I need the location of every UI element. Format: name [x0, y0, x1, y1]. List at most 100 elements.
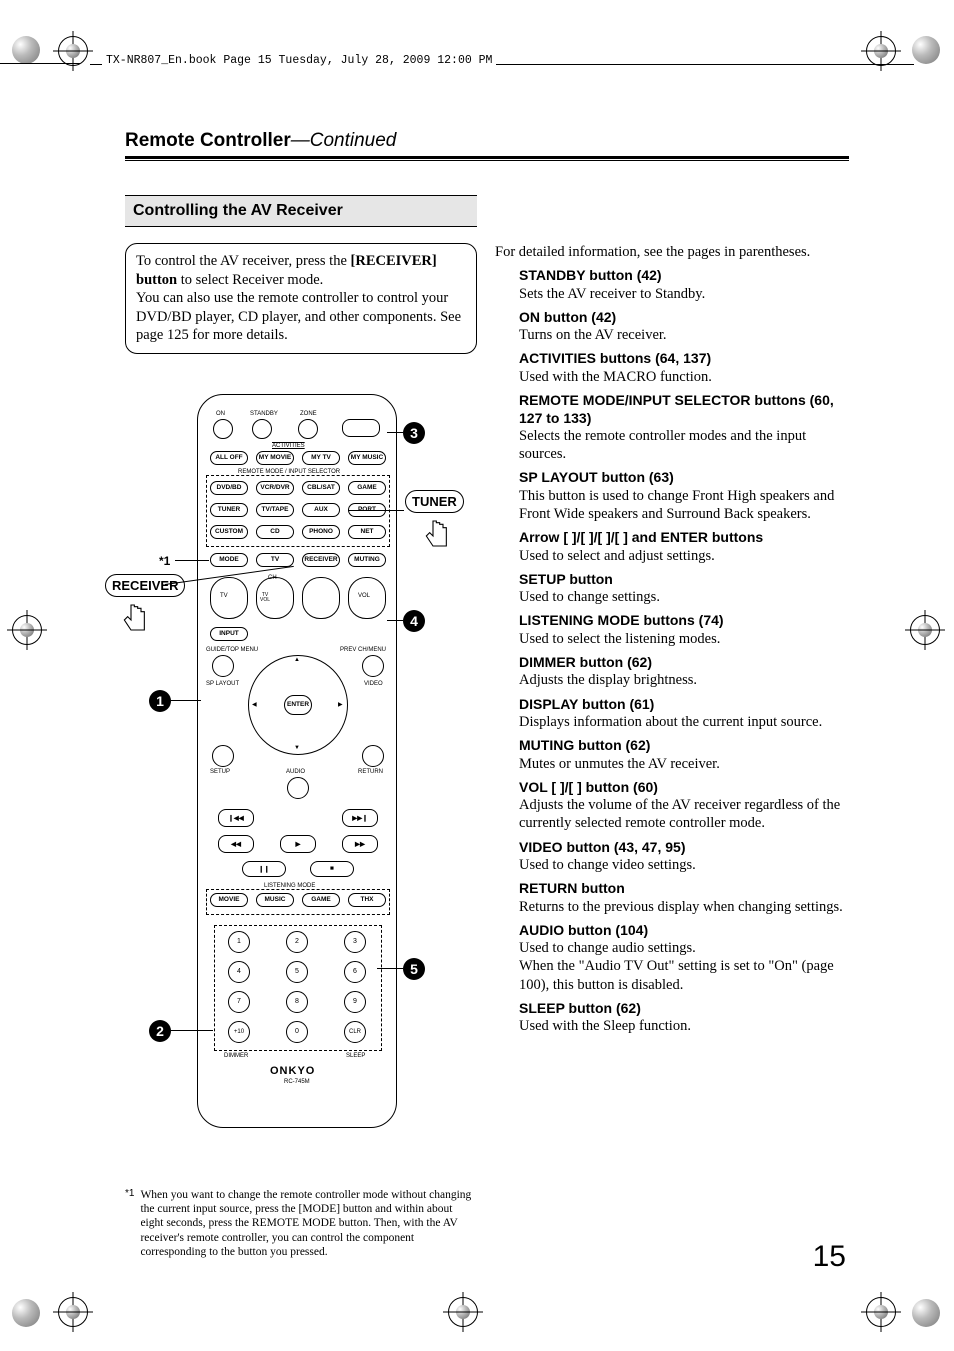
zone-button [298, 419, 318, 439]
aux-button: AUX [302, 503, 340, 517]
phono-button: PHONO [302, 525, 340, 539]
vcrdvr-button: VCR/DVR [256, 481, 294, 495]
item-desc: Used to select and adjust settings. [519, 547, 847, 565]
item-title: VOL [ ]/[ ] button (60) [519, 779, 847, 797]
button-description-item: SLEEP button (62)Used with the Sleep fun… [495, 1000, 847, 1036]
button-description-item: LISTENING MODE buttons (74)Used to selec… [495, 612, 847, 648]
button-description-item: SETUP buttonUsed to change settings. [495, 571, 847, 607]
callout-line [377, 968, 403, 969]
callout-4: 4 [403, 610, 425, 632]
crop-mark-icon [58, 1297, 88, 1327]
chapter-heading: Remote Controller—Continued [125, 130, 849, 156]
brand-logo: ONKYO [270, 1065, 315, 1077]
mode-button: MODE [210, 553, 248, 567]
skip-back-button: ❙◀◀ [218, 809, 254, 827]
audio-button [287, 777, 309, 799]
tuner-button: TUNER [210, 503, 248, 517]
item-desc: Used to change video settings. [519, 856, 847, 874]
left-arrow: ◀ [252, 701, 257, 708]
button-description-item: MUTING button (62)Mutes or unmutes the A… [495, 737, 847, 773]
right-arrow: ▶ [338, 701, 343, 708]
item-title: REMOTE MODE/INPUT SELECTOR buttons (60, … [519, 392, 847, 427]
remote-outline: ON STANDBY ZONE DISPLAY ACTIVITIES ALL O… [197, 394, 397, 1128]
callout-2: 2 [149, 1020, 171, 1042]
item-title: SLEEP button (62) [519, 1000, 847, 1018]
num-1: 1 [228, 931, 250, 953]
callout-line [387, 432, 403, 433]
num-3: 3 [344, 931, 366, 953]
return-button [362, 745, 384, 767]
callout-line [387, 620, 403, 621]
receiver-button: RECEIVER [302, 553, 340, 567]
item-title: RETURN button [519, 880, 847, 898]
button-description-item: ACTIVITIES buttons (64, 137)Used with th… [495, 350, 847, 386]
clr-button: CLR [344, 1021, 366, 1043]
item-desc: Adjusts the display brightness. [519, 671, 847, 689]
return-label: RETURN [358, 769, 383, 775]
down-arrow: ▼ [294, 745, 300, 751]
guide-label: GUIDE/TOP MENU [206, 647, 258, 653]
enter-button: ENTER [284, 695, 312, 715]
stop-button: ■ [310, 861, 354, 877]
button-description-item: STANDBY button (42)Sets the AV receiver … [495, 267, 847, 303]
remote-diagram: ON STANDBY ZONE DISPLAY ACTIVITIES ALL O… [125, 394, 477, 1184]
button-description-item: Arrow [ ]/[ ]/[ ]/[ ] and ENTER buttonsU… [495, 529, 847, 565]
disc-rocker [302, 577, 340, 619]
button-description-item: VIDEO button (43, 47, 95)Used to change … [495, 839, 847, 875]
intro-text: to select Receiver mode. [177, 272, 323, 288]
num-0: 0 [286, 1021, 308, 1043]
net-button: NET [348, 525, 386, 539]
intro-text: You can also use the remote controller t… [136, 289, 466, 345]
crop-mark-icon [12, 615, 42, 645]
callout-line [171, 700, 201, 701]
item-desc: Used to change audio settings. When the … [519, 939, 847, 993]
hand-icon [421, 516, 455, 556]
item-title: DISPLAY button (61) [519, 696, 847, 714]
star1-marker: *1 [159, 554, 170, 568]
receiver-callout: RECEIVER [105, 574, 185, 597]
button-description-item: VOL [ ]/[ ] button (60)Adjusts the volum… [495, 779, 847, 833]
item-title: VIDEO button (43, 47, 95) [519, 839, 847, 857]
crop-mark-icon [448, 1297, 478, 1327]
on-button [213, 419, 233, 439]
setup-button [212, 745, 234, 767]
page-number: 15 [813, 1240, 846, 1274]
intro-box: To control the AV receiver, press the [R… [125, 243, 477, 354]
section-heading: Controlling the AV Receiver [125, 195, 477, 227]
item-title: AUDIO button (104) [519, 922, 847, 940]
num-9: 9 [344, 991, 366, 1013]
heading-rule [125, 160, 849, 161]
header-rule [0, 63, 80, 64]
mymovie-button: MY MOVIE [256, 451, 294, 465]
item-desc: Used to change settings. [519, 588, 847, 606]
num-2: 2 [286, 931, 308, 953]
ff-button: ▶▶ [342, 835, 378, 853]
footnote: *1 When you want to change the remote co… [125, 1188, 477, 1260]
pause-button: ❙❙ [242, 861, 286, 877]
callout-3: 3 [403, 422, 425, 444]
item-desc: Sets the AV receiver to Standby. [519, 285, 847, 303]
item-title: MUTING button (62) [519, 737, 847, 755]
item-desc: Used with the Sleep function. [519, 1017, 847, 1035]
item-desc: Used to select the listening modes. [519, 630, 847, 648]
header-file-stamp: TX-NR807_En.book Page 15 Tuesday, July 2… [102, 54, 496, 67]
movie-button: MOVIE [210, 893, 248, 907]
num-6: 6 [344, 961, 366, 983]
model-label: RC-745M [284, 1079, 310, 1085]
standby-label: STANDBY [250, 411, 278, 417]
num-5: 5 [286, 961, 308, 983]
button-description-item: DIMMER button (62)Adjusts the display br… [495, 654, 847, 690]
item-title: ON button (42) [519, 309, 847, 327]
setup-label: SETUP [210, 769, 230, 775]
button-description-item: SP LAYOUT button (63)This button is used… [495, 469, 847, 523]
muting-button: MUTING [348, 553, 386, 567]
item-desc: Returns to the previous display when cha… [519, 898, 847, 916]
mytv-button: MY TV [302, 451, 340, 465]
callout-line [348, 510, 404, 511]
print-ball [912, 36, 940, 64]
item-title: LISTENING MODE buttons (74) [519, 612, 847, 630]
right-column: For detailed information, see the pages … [495, 243, 847, 1260]
tv-label: TV [220, 593, 228, 599]
menu-button [362, 655, 384, 677]
heading-rule [125, 156, 849, 159]
